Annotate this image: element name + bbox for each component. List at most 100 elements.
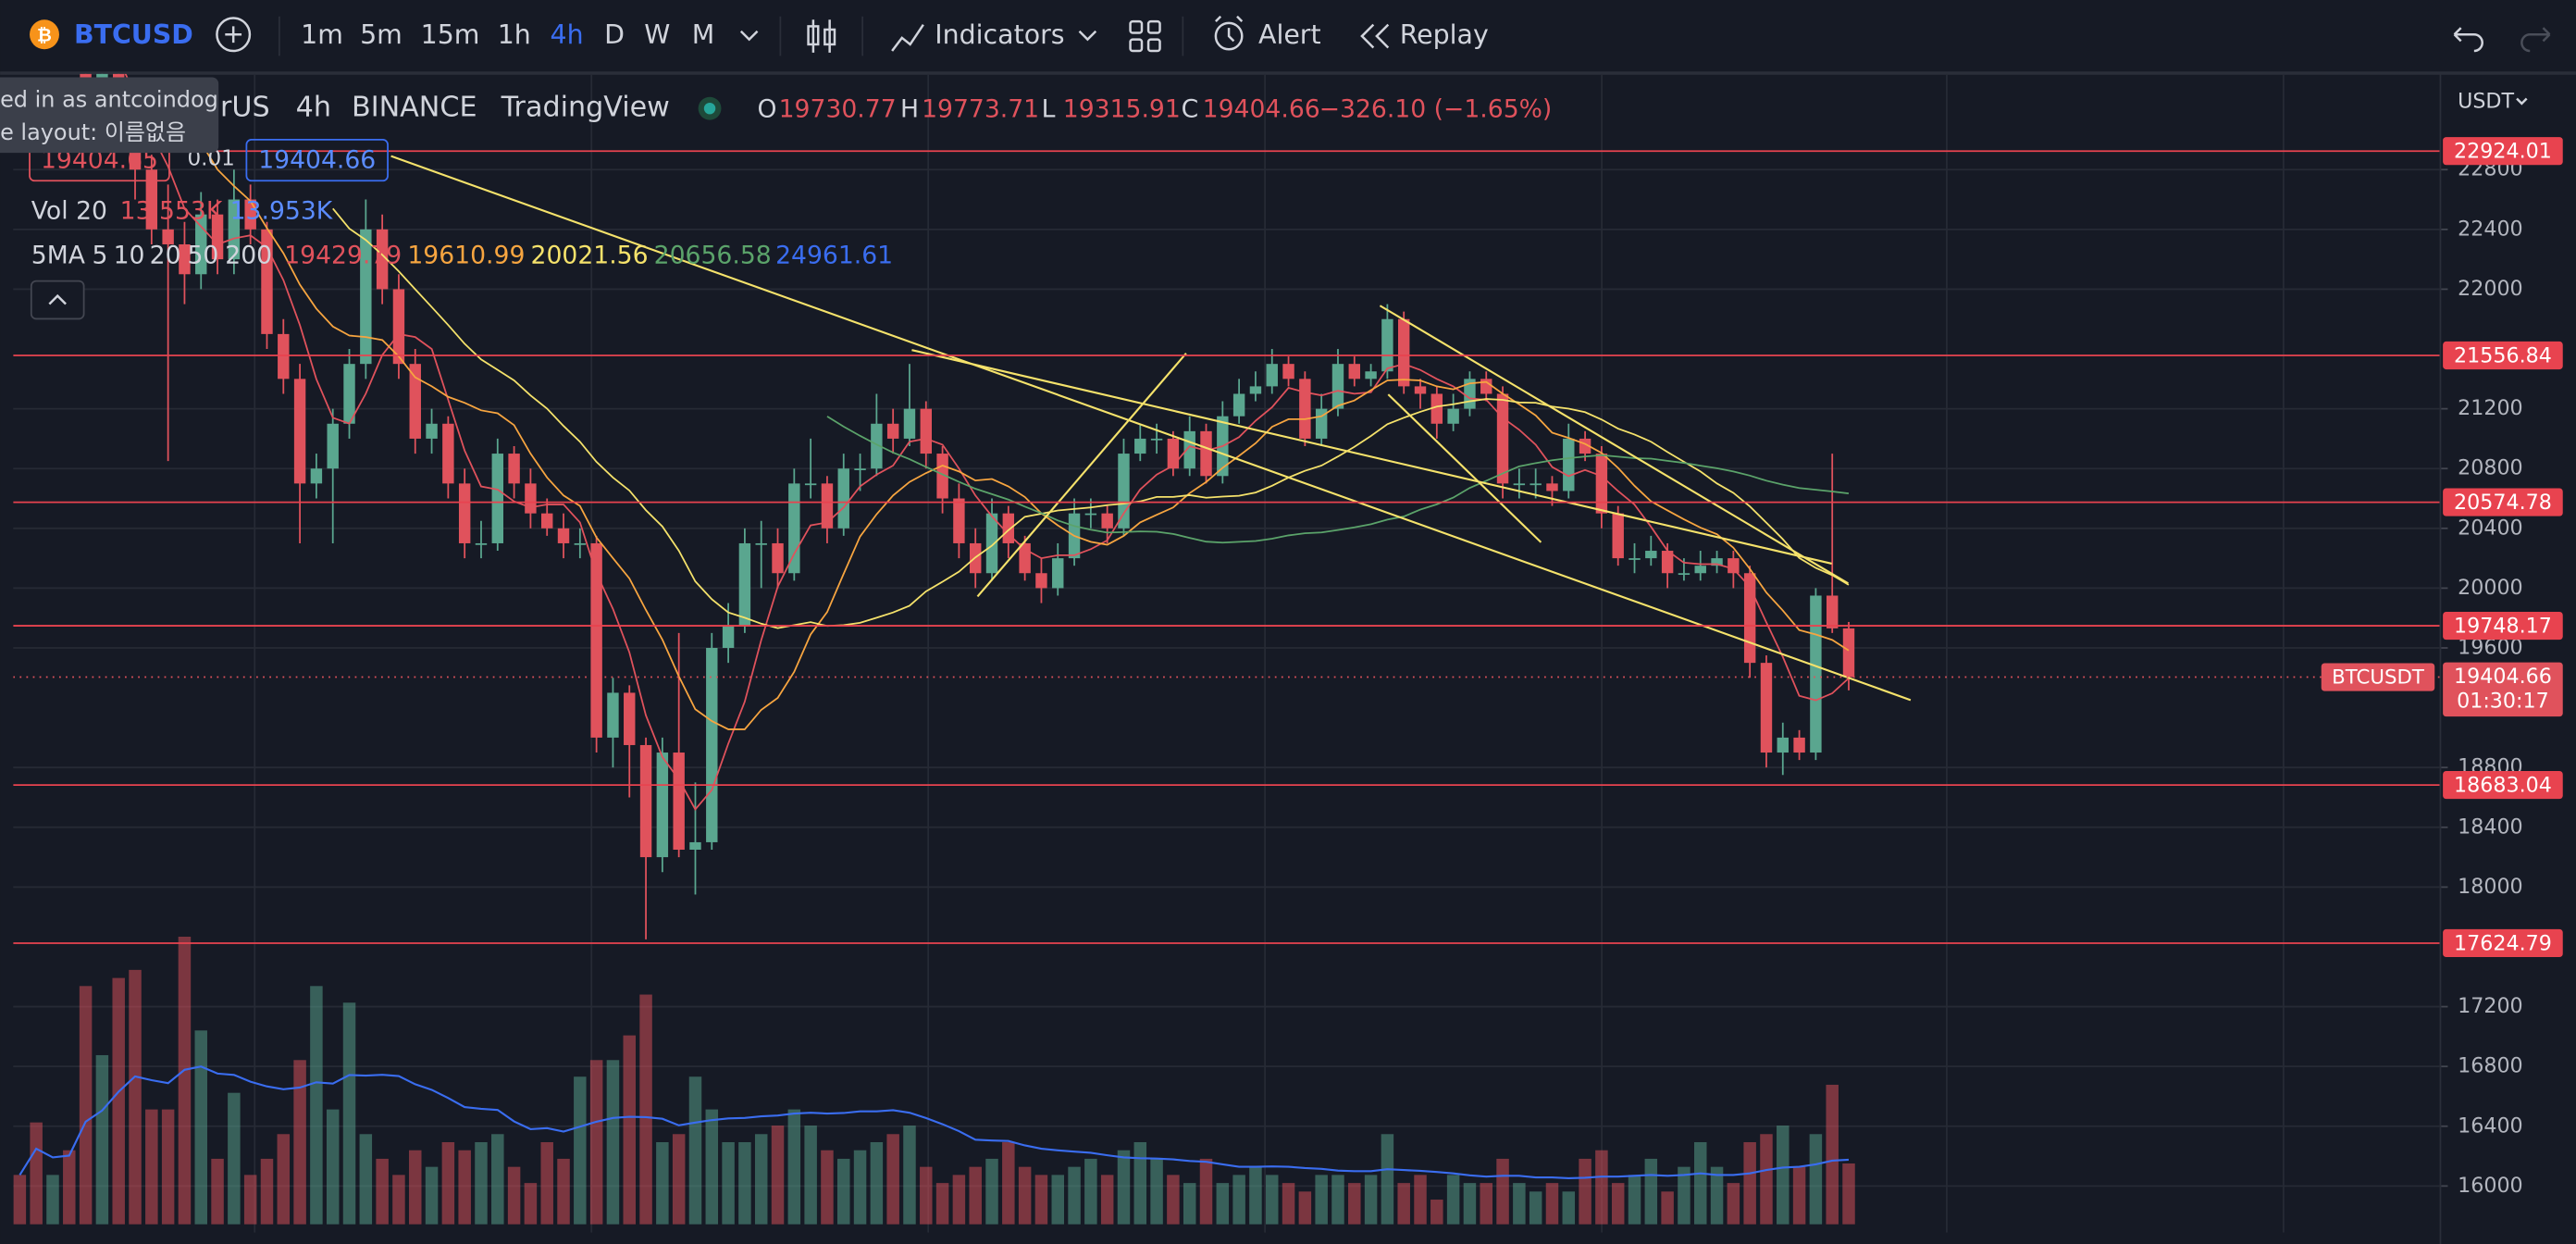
indicators-menu[interactable] xyxy=(1078,30,1097,42)
volume-bar xyxy=(787,1109,801,1225)
volume-bar xyxy=(1265,1175,1279,1225)
volume-bar xyxy=(1216,1183,1230,1225)
volume-bar xyxy=(920,1166,933,1225)
level-label-box xyxy=(2443,137,2563,166)
volume-bar xyxy=(1545,1183,1559,1225)
candle-body xyxy=(590,542,602,738)
timeframe-button[interactable]: D xyxy=(604,19,625,50)
last-price-label: 19404.66 xyxy=(2454,665,2552,689)
candle-body xyxy=(886,423,899,439)
volume-bar xyxy=(129,969,142,1225)
layout-button[interactable] xyxy=(1129,19,1161,53)
candle-body xyxy=(1118,454,1130,529)
timeframe-button[interactable]: 15m xyxy=(421,19,480,50)
symbol-logo[interactable] xyxy=(30,19,59,50)
timeframe-button[interactable]: 1h xyxy=(498,19,531,50)
timeframe-menu[interactable] xyxy=(739,30,759,42)
volume-bar xyxy=(1513,1183,1526,1225)
ohlc-key: H xyxy=(900,94,919,123)
symbol[interactable]: BTCUSD xyxy=(74,19,193,50)
alert-button[interactable]: Alert xyxy=(1258,19,1321,50)
volume-bar xyxy=(1430,1200,1443,1225)
candle-body xyxy=(1513,483,1526,486)
candle-body xyxy=(1282,364,1294,379)
tooltip-box xyxy=(0,77,219,154)
volume-bar xyxy=(1068,1166,1081,1225)
currency-menu[interactable] xyxy=(2516,97,2528,106)
price-tick-label: 18000 xyxy=(2458,875,2523,899)
trend-lines xyxy=(390,155,1912,702)
candle-body xyxy=(278,333,290,379)
candle-body xyxy=(1595,454,1608,514)
volume-bar xyxy=(1579,1158,1591,1225)
candle-body xyxy=(1661,551,1674,574)
timeframe-button[interactable]: 4h xyxy=(551,19,584,50)
candle-icon xyxy=(807,25,820,46)
market-status xyxy=(703,102,716,115)
buy-box[interactable] xyxy=(245,139,389,182)
trend-line[interactable] xyxy=(390,155,1912,702)
indicators-button[interactable]: Indicators xyxy=(935,19,1064,50)
symbol-label: BTCUSDT xyxy=(2332,666,2425,689)
volume-bar xyxy=(952,1175,966,1225)
candle-body xyxy=(1530,483,1542,486)
volume-bar xyxy=(935,1183,949,1225)
volume-bar xyxy=(1693,1141,1707,1225)
volume-bar xyxy=(1232,1175,1245,1225)
candle-body xyxy=(1019,542,1031,574)
level-label: 21556.84 xyxy=(2454,343,2552,367)
level-label: 20574.78 xyxy=(2454,491,2552,515)
chart-style-button[interactable] xyxy=(807,19,836,53)
price-tick-label: 21200 xyxy=(2458,396,2523,420)
volume-bar xyxy=(1710,1166,1724,1225)
candle-body xyxy=(327,423,339,469)
timeframe-button[interactable]: W xyxy=(644,19,670,50)
timeframe-button[interactable]: 5m xyxy=(360,19,402,50)
candle-body xyxy=(1035,573,1047,589)
candle-body xyxy=(985,513,998,574)
ma-value: 20021.56 xyxy=(531,241,649,269)
redo-button[interactable] xyxy=(2520,27,2551,53)
volume-bar xyxy=(1644,1158,1658,1225)
trend-line[interactable] xyxy=(976,353,1187,598)
volume-bar xyxy=(722,1141,735,1225)
timeframe-button[interactable]: 1m xyxy=(301,19,343,50)
volume-bar xyxy=(79,986,93,1225)
volume-bar xyxy=(985,1158,998,1225)
candle-body xyxy=(1777,737,1789,753)
candle-body xyxy=(1232,393,1245,417)
volume-bar xyxy=(1051,1175,1064,1225)
ask[interactable]: 19404.66 xyxy=(258,145,376,174)
trend-line[interactable] xyxy=(911,349,1832,566)
trend-line[interactable] xyxy=(1387,393,1542,543)
volume-bar xyxy=(326,1109,340,1225)
currency[interactable]: USDT xyxy=(2458,90,2514,114)
ma-value: 19610.99 xyxy=(407,241,525,269)
volume-bar xyxy=(1842,1163,1855,1225)
volume-bar xyxy=(1018,1166,1032,1225)
volume-bar xyxy=(1150,1158,1163,1225)
ma-period: 50 xyxy=(187,241,218,269)
candle-body xyxy=(1612,513,1624,559)
undo-button[interactable] xyxy=(2453,27,2483,53)
replay-button[interactable]: Replay xyxy=(1400,19,1489,50)
replay-icon xyxy=(1360,23,1390,49)
candle-body xyxy=(722,625,735,649)
volume-bar xyxy=(475,1141,488,1225)
legend-exchange: BINANCE xyxy=(352,92,477,124)
trend-line[interactable] xyxy=(1379,305,1849,585)
volume-ma-line xyxy=(19,1065,1850,1180)
volume-bar xyxy=(310,986,323,1225)
candle-body xyxy=(920,408,932,454)
collapse-button[interactable] xyxy=(30,280,85,320)
candle-body xyxy=(475,542,488,545)
volume-bar xyxy=(1084,1158,1097,1225)
timeframe-button[interactable]: M xyxy=(692,19,715,50)
candle-body xyxy=(607,692,619,738)
volume-bar xyxy=(1678,1166,1690,1225)
tooltip-line: e layout: 이름없음 xyxy=(0,119,186,145)
toolbar: ₿ BTCUSD Indicators Alert Replay 1m 5m 15m… xyxy=(0,15,2576,75)
candle-body xyxy=(1810,595,1822,753)
compare-button[interactable] xyxy=(216,17,252,53)
volume-bar xyxy=(161,1109,175,1225)
